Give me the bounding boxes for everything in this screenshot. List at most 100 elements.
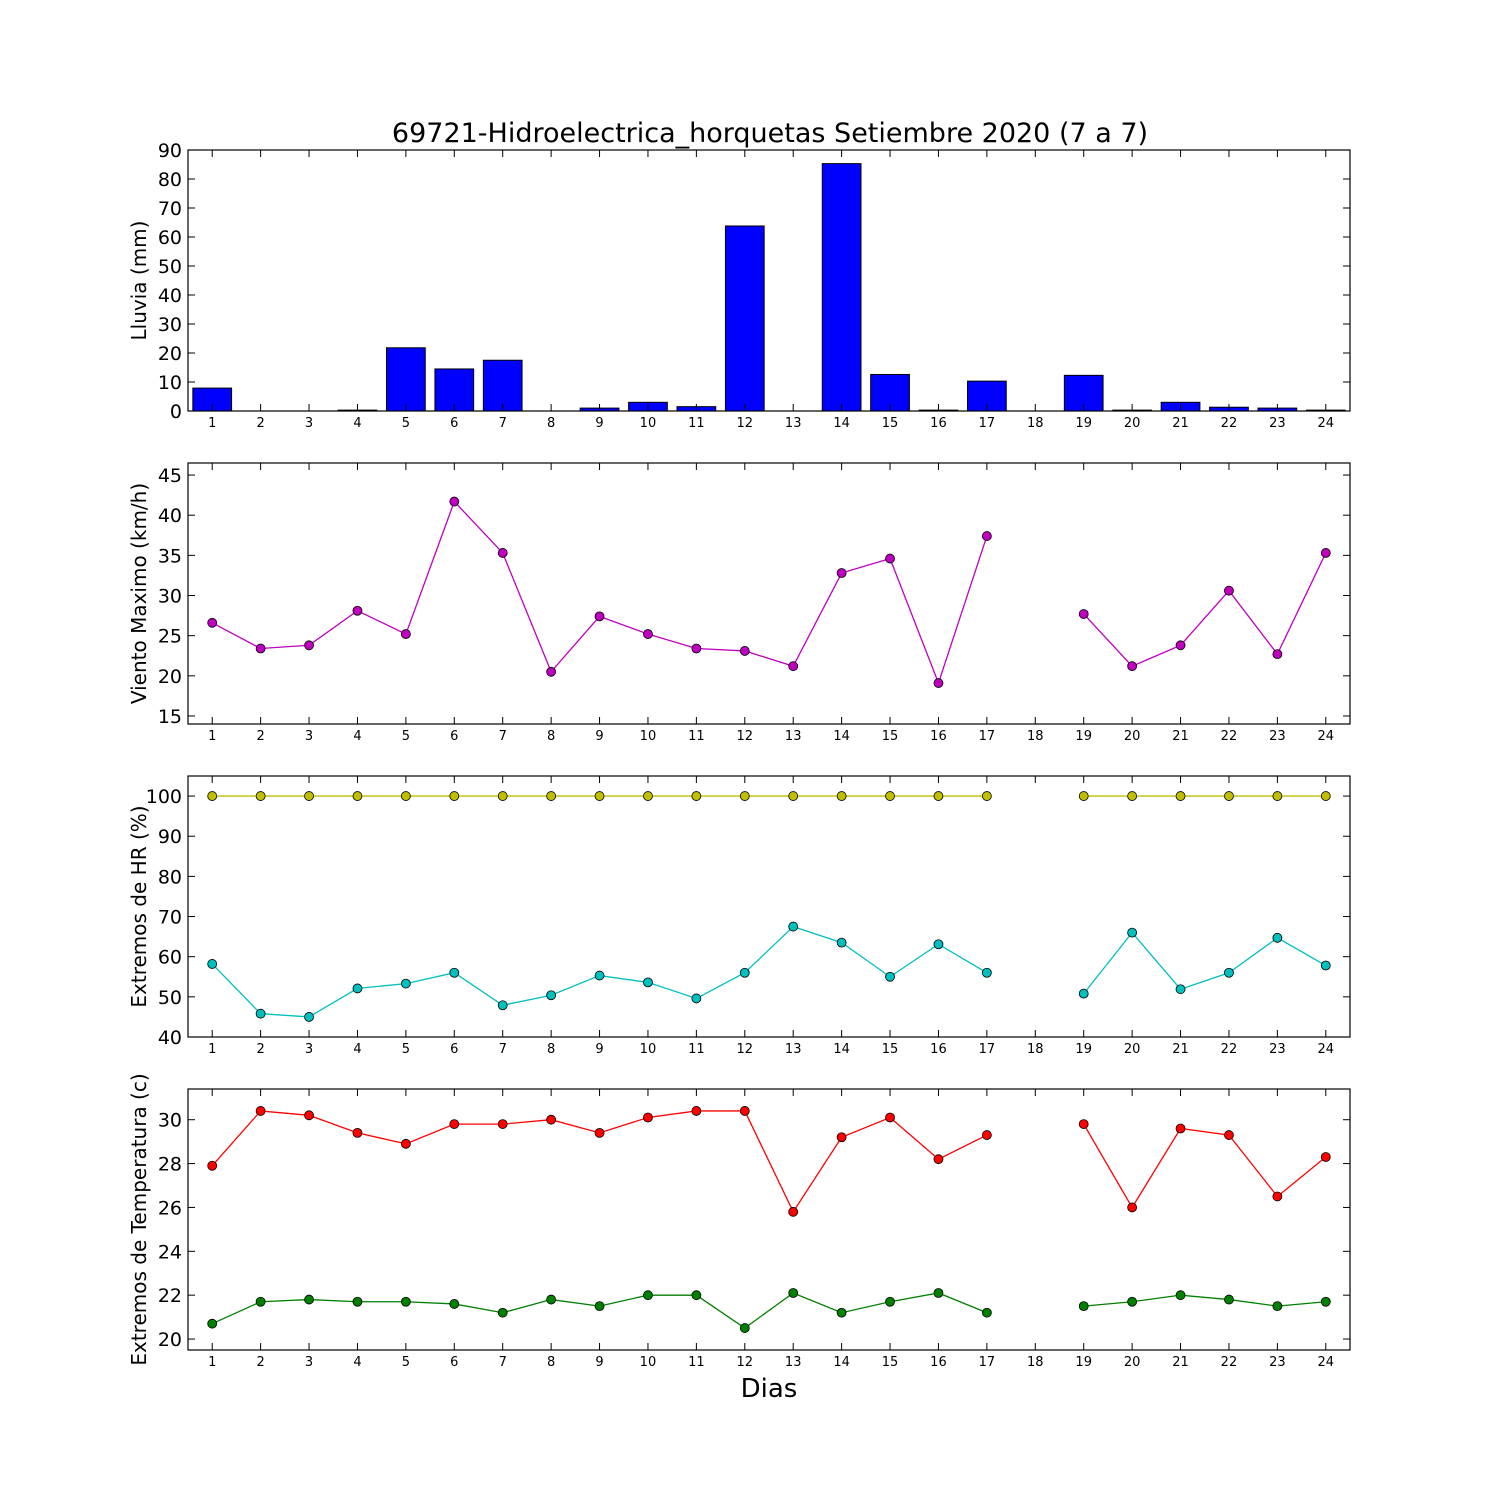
y-tick-label: 45 (158, 465, 182, 487)
x-tick-label: 2 (256, 1355, 264, 1370)
y-axis-label-viento: Viento Maximo (km/h) (127, 483, 151, 704)
x-tick-label: 15 (882, 1042, 899, 1057)
bar-day-5 (386, 347, 426, 412)
point-temperatura-series-1-day-6 (449, 1119, 460, 1129)
x-tick-label: 24 (1318, 416, 1335, 431)
point-hr-series-1-day-16 (933, 791, 944, 801)
point-temperatura-series-1-day-17 (981, 1130, 992, 1140)
point-hr-series-2-day-12 (739, 967, 750, 978)
y-tick-label: 24 (158, 1241, 182, 1263)
x-tick-label: 1 (208, 1042, 216, 1057)
point-hr-series-1-day-9 (594, 791, 605, 801)
x-tick-label: 3 (305, 1042, 313, 1057)
point-viento-series-1-day-17 (981, 531, 992, 541)
x-tick-label: 10 (640, 1355, 657, 1370)
point-temperatura-series-2-day-16 (933, 1288, 944, 1298)
point-hr-series-2-day-2 (255, 1008, 266, 1019)
point-viento-series-1-day-11 (691, 643, 702, 654)
x-axis-label: Dias (741, 1374, 798, 1404)
point-temperatura-series-1-day-16 (933, 1154, 944, 1165)
point-temperatura-series-2-day-22 (1224, 1294, 1234, 1305)
point-viento-series-1-day-24 (1320, 548, 1331, 558)
point-temperatura-series-2-day-6 (449, 1299, 460, 1309)
point-hr-series-2-day-15 (885, 971, 895, 982)
chart-title: 69721-Hidroelectrica_horquetas Setiembre… (392, 118, 1148, 149)
x-tick-label: 12 (737, 1042, 754, 1057)
point-hr-series-2-day-24 (1320, 960, 1331, 971)
x-tick-label: 9 (595, 1042, 603, 1057)
point-temperatura-series-1-day-19 (1078, 1119, 1089, 1129)
point-temperatura-series-1-day-2 (255, 1106, 266, 1116)
y-tick-label: 20 (158, 666, 182, 688)
x-tick-label: 16 (930, 1355, 947, 1370)
y-tick-label: 26 (158, 1197, 182, 1219)
point-temperatura-series-1-day-7 (497, 1119, 508, 1129)
x-tick-label: 18 (1027, 416, 1044, 431)
point-temperatura-series-1-day-10 (643, 1112, 653, 1123)
point-hr-series-2-day-13 (788, 921, 799, 932)
x-tick-label: 6 (450, 729, 458, 744)
point-viento-series-1-day-16 (933, 678, 944, 688)
y-tick-label: 40 (158, 505, 182, 527)
point-temperatura-series-2-day-8 (546, 1294, 557, 1305)
x-tick-label: 9 (595, 416, 603, 431)
x-tick-label: 22 (1221, 729, 1238, 744)
point-hr-series-1-day-6 (449, 791, 460, 801)
x-tick-label: 5 (402, 1042, 410, 1057)
point-temperatura-series-1-day-3 (304, 1110, 314, 1121)
x-tick-label: 14 (833, 1042, 850, 1057)
x-tick-label: 10 (640, 1042, 657, 1057)
x-tick-label: 17 (979, 1355, 996, 1370)
y-tick-label: 20 (158, 1329, 182, 1351)
x-tick-label: 18 (1027, 1042, 1044, 1057)
point-temperatura-series-1-day-23 (1272, 1191, 1283, 1202)
point-hr-series-2-day-3 (304, 1012, 314, 1022)
point-viento-series-1-day-19 (1078, 609, 1089, 619)
point-temperatura-series-1-day-14 (836, 1132, 847, 1143)
point-temperatura-series-2-day-19 (1078, 1301, 1089, 1312)
point-temperatura-series-1-day-9 (594, 1127, 605, 1138)
x-tick-label: 22 (1221, 416, 1238, 431)
y-tick-label: 30 (158, 586, 182, 608)
point-viento-series-1-day-6 (449, 496, 460, 507)
x-tick-label: 13 (785, 416, 802, 431)
point-temperatura-series-2-day-13 (788, 1288, 799, 1298)
x-tick-label: 7 (499, 1042, 507, 1057)
x-tick-label: 12 (737, 1355, 754, 1370)
x-tick-label: 8 (547, 416, 555, 431)
y-axis-label-temperatura: Extremos de Temperatura (c) (127, 1073, 151, 1365)
x-tick-label: 13 (785, 1042, 802, 1057)
x-tick-label: 12 (737, 416, 754, 431)
x-tick-label: 24 (1318, 729, 1335, 744)
x-tick-label: 6 (450, 1042, 458, 1057)
axes-frame-lluvia (187, 149, 1351, 412)
point-temperatura-series-2-day-11 (691, 1290, 702, 1301)
point-hr-series-1-day-10 (643, 791, 653, 801)
y-tick-label: 28 (158, 1154, 182, 1176)
y-axis-label-lluvia: Lluvia (mm) (127, 221, 151, 341)
point-hr-series-1-day-7 (497, 791, 508, 801)
y-tick-label: 80 (158, 169, 182, 191)
y-tick-label: 50 (158, 256, 182, 278)
x-tick-label: 16 (930, 1042, 947, 1057)
point-viento-series-1-day-22 (1224, 585, 1234, 596)
point-temperatura-series-2-day-2 (255, 1296, 266, 1307)
y-axis-label-hr: Extremos de HR (%) (127, 805, 151, 1007)
y-tick-label: 70 (158, 907, 182, 929)
x-tick-label: 20 (1124, 416, 1141, 431)
x-tick-label: 7 (499, 1355, 507, 1370)
x-tick-label: 18 (1027, 729, 1044, 744)
y-tick-label: 40 (158, 1027, 182, 1049)
point-viento-series-1-day-23 (1272, 649, 1283, 660)
point-hr-series-1-day-3 (304, 791, 314, 801)
point-temperatura-series-1-day-11 (691, 1106, 702, 1116)
point-hr-series-1-day-13 (788, 791, 799, 801)
x-tick-label: 20 (1124, 729, 1141, 744)
x-tick-label: 21 (1172, 416, 1189, 431)
point-hr-series-2-day-20 (1127, 927, 1138, 938)
y-tick-label: 100 (146, 786, 182, 808)
x-tick-label: 11 (688, 1042, 705, 1057)
x-tick-label: 17 (979, 1042, 996, 1057)
point-viento-series-1-day-13 (788, 661, 799, 672)
x-tick-label: 1 (208, 416, 216, 431)
